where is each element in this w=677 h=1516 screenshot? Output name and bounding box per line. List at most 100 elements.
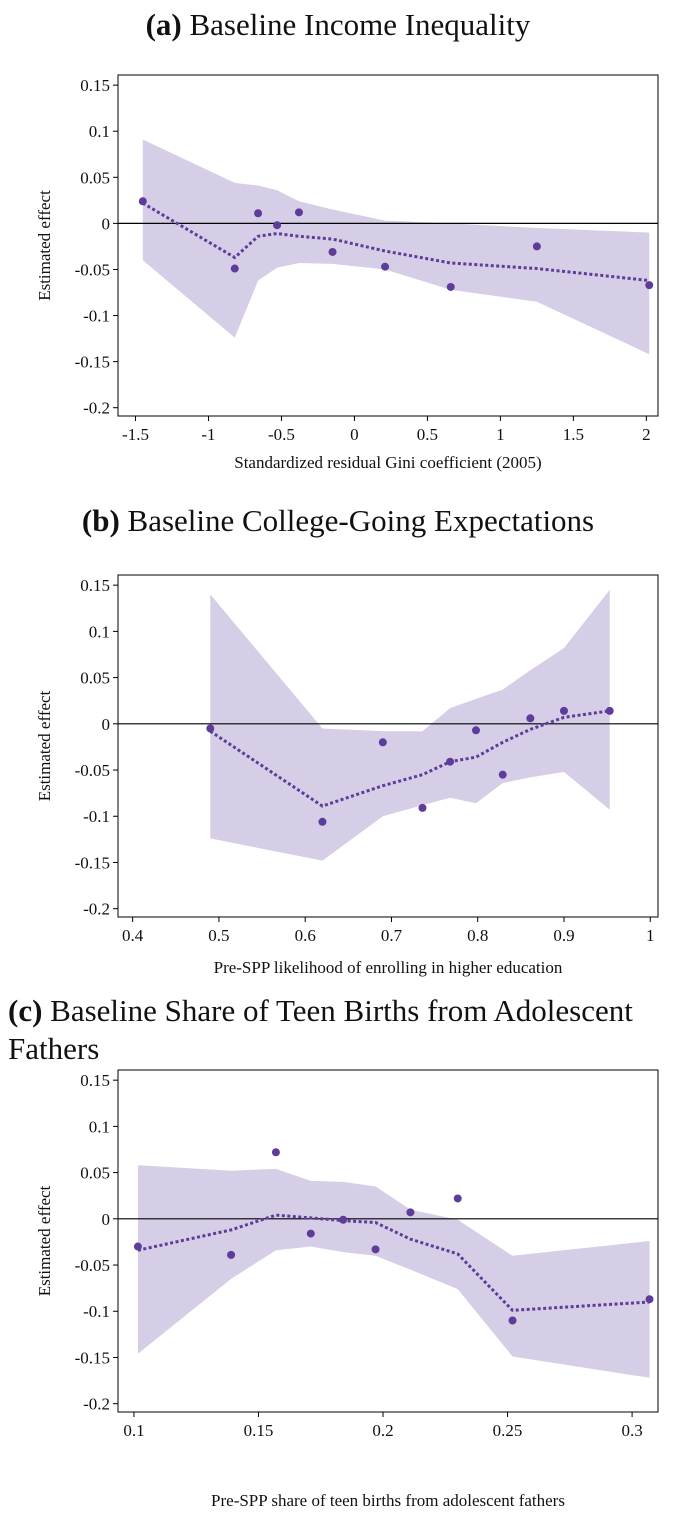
x-tick-label: 1.5 <box>563 425 584 444</box>
panel-title: (b) Baseline College-Going Expectations <box>8 502 668 540</box>
title-text: Baseline College-Going Expectations <box>127 503 595 538</box>
y-tick-label: 0.1 <box>89 622 110 641</box>
title-text: Baseline Share of Teen Births from Adole… <box>8 993 633 1066</box>
point <box>318 817 327 826</box>
x-tick-label: 0 <box>350 425 359 444</box>
point <box>532 242 541 251</box>
x-tick-label: 0.7 <box>381 926 403 945</box>
panel-title: (c) Baseline Share of Teen Births from A… <box>8 992 668 1068</box>
point <box>371 1245 380 1254</box>
panel-label: (b) <box>81 503 120 538</box>
point <box>559 706 568 715</box>
x-tick-label: 0.5 <box>208 926 229 945</box>
point <box>339 1215 348 1224</box>
x-tick-label: -0.5 <box>268 425 295 444</box>
point <box>227 1250 236 1259</box>
point <box>645 1295 654 1304</box>
x-axis-label: Pre-SPP likelihood of enrolling in highe… <box>214 958 563 977</box>
point <box>273 221 282 230</box>
y-tick-label: -0.05 <box>75 260 110 279</box>
plot-frame <box>117 1069 659 1413</box>
x-tick-label: 0.2 <box>372 1421 393 1440</box>
y-tick-label: -0.05 <box>75 761 110 780</box>
y-tick-label: -0.15 <box>75 853 110 872</box>
y-tick-label: 0.15 <box>80 576 110 595</box>
point <box>446 757 455 766</box>
x-tick-label: 1 <box>646 926 655 945</box>
point <box>418 803 427 812</box>
y-tick-label: 0.1 <box>89 1117 110 1136</box>
confidence-band <box>210 589 610 861</box>
point <box>498 770 507 779</box>
x-tick-label: 0.1 <box>123 1421 144 1440</box>
x-tick-label: 0.25 <box>493 1421 523 1440</box>
point <box>271 1148 280 1157</box>
fit-line <box>209 709 610 808</box>
point <box>328 247 337 256</box>
y-tick-label: 0 <box>102 1210 111 1229</box>
y-tick-label: 0 <box>102 214 111 233</box>
fit-line <box>137 1213 650 1312</box>
point <box>294 208 303 217</box>
y-tick-label: -0.05 <box>75 1256 110 1275</box>
x-tick-label: -1.5 <box>122 425 149 444</box>
x-tick-label: 0.9 <box>553 926 574 945</box>
y-tick-label: -0.15 <box>75 1348 110 1367</box>
y-tick-label: -0.1 <box>83 1302 110 1321</box>
y-axis-label: Estimated effect <box>35 690 54 801</box>
x-tick-label: 1 <box>496 425 505 444</box>
y-tick-label: 0.15 <box>80 76 110 95</box>
title-text: Baseline Income Inequality <box>189 7 531 42</box>
point <box>206 724 215 733</box>
point <box>230 264 239 273</box>
x-tick-label: 0.5 <box>417 425 438 444</box>
y-tick-label: -0.2 <box>83 900 110 919</box>
panel-label: (a) <box>145 7 182 42</box>
panel-title: (a) Baseline Income Inequality <box>8 6 668 44</box>
y-tick-label: 0.05 <box>80 168 110 187</box>
x-tick-label: 0.8 <box>467 926 488 945</box>
point <box>138 197 147 206</box>
y-tick-label: -0.1 <box>83 807 110 826</box>
y-tick-label: -0.2 <box>83 1395 110 1414</box>
point <box>446 282 455 291</box>
y-axis-label: Estimated effect <box>35 190 54 301</box>
x-tick-label: 0.3 <box>621 1421 642 1440</box>
x-tick-label: 0.15 <box>244 1421 274 1440</box>
plot-frame <box>117 574 659 918</box>
point <box>254 209 263 218</box>
point <box>306 1229 315 1238</box>
y-tick-label: 0.05 <box>80 669 110 688</box>
x-tick-label: 0.4 <box>122 926 144 945</box>
point <box>406 1208 415 1217</box>
point <box>133 1242 142 1251</box>
y-tick-label: -0.2 <box>83 399 110 418</box>
point <box>508 1316 517 1325</box>
y-tick-label: 0.1 <box>89 122 110 141</box>
plot-frame <box>117 74 659 417</box>
y-tick-label: -0.15 <box>75 353 110 372</box>
point <box>471 726 480 735</box>
point <box>645 281 654 290</box>
fit-line <box>142 201 650 283</box>
panel-label: (c) <box>8 993 43 1028</box>
confidence-band <box>137 1165 650 1378</box>
point <box>378 738 387 747</box>
x-tick-label: -1 <box>201 425 215 444</box>
y-tick-label: -0.1 <box>83 307 110 326</box>
confidence-band <box>142 139 650 355</box>
x-tick-label: 2 <box>642 425 651 444</box>
point <box>381 262 390 271</box>
y-tick-label: 0.05 <box>80 1164 110 1183</box>
point <box>605 706 614 715</box>
y-axis-label: Estimated effect <box>35 1185 54 1296</box>
x-axis-label: Pre-SPP share of teen births from adoles… <box>211 1491 565 1510</box>
point <box>453 1194 462 1203</box>
y-tick-label: 0.15 <box>80 1071 110 1090</box>
y-tick-label: 0 <box>102 715 111 734</box>
x-axis-label: Standardized residual Gini coefficient (… <box>234 453 541 472</box>
point <box>526 714 535 723</box>
x-tick-label: 0.6 <box>295 926 316 945</box>
